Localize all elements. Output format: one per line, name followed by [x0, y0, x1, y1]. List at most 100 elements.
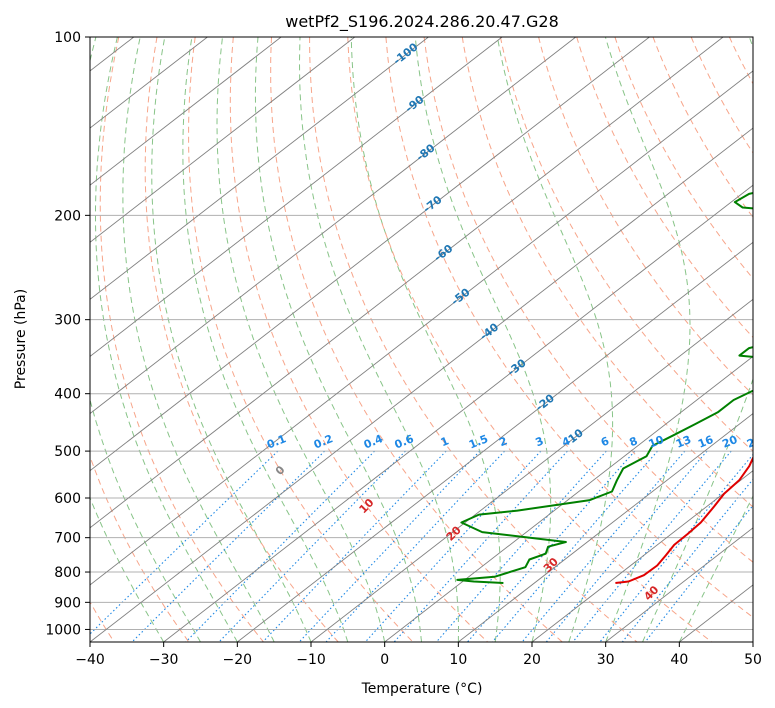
- mixing-ratio-line: [364, 450, 542, 642]
- isotherm-line: [310, 298, 753, 642]
- chart-title: wetPf2_S196.2024.286.20.47.G28: [285, 12, 559, 32]
- dry-adiabat-line: [728, 37, 753, 85]
- isotherm-line: [605, 527, 753, 642]
- mixing-ratio-label: 2: [497, 434, 509, 449]
- isotherm-line: [90, 37, 503, 358]
- mixing-ratio-label: 10: [647, 433, 666, 451]
- y-axis-label: Pressure (hPa): [13, 289, 29, 389]
- mixing-ratio-line: [185, 450, 375, 642]
- y-tick-label: 1000: [45, 622, 81, 638]
- x-tick-label: −30: [149, 652, 179, 668]
- y-tick-label: 100: [54, 30, 81, 46]
- mixing-ratio-label: 13: [674, 433, 693, 451]
- mixing-ratio-line: [90, 450, 279, 635]
- dry-adiabat-label: 10: [357, 496, 377, 516]
- dry-adiabat-line: [652, 37, 753, 219]
- dry-adiabat-line: [538, 37, 753, 396]
- isotherm-line: [163, 184, 753, 642]
- isotherm-line: [90, 37, 282, 186]
- x-tick-label: 30: [597, 652, 615, 668]
- isotherm-line: [752, 641, 753, 642]
- moist-adiabat-line: [496, 37, 614, 642]
- mixing-ratio-line: [491, 450, 658, 642]
- y-tick-label: 600: [54, 491, 81, 507]
- mixing-ratio-label: 20: [720, 433, 739, 451]
- dry-adiabat-line: [768, 37, 775, 642]
- isotherm-line: [90, 37, 650, 472]
- pressure-gridlines: [90, 37, 753, 630]
- mixing-ratio-label: 0.2: [312, 432, 335, 451]
- dry-adiabat-line: [144, 37, 339, 642]
- dry-adiabat-line: [99, 37, 264, 642]
- dry-adiabat-line: [229, 37, 488, 642]
- isotherm-line: [90, 37, 356, 243]
- moist-adiabat-line: [122, 37, 275, 642]
- isotherm-line: [90, 37, 429, 300]
- y-tick-label: 500: [54, 444, 81, 460]
- mixing-ratio-line: [545, 450, 708, 642]
- x-tick-label: 20: [523, 652, 541, 668]
- dry-adiabat-line: [690, 37, 753, 154]
- dry-adiabat-label: 20: [444, 523, 464, 543]
- dry-adiabat-line: [499, 37, 753, 452]
- moist-adiabat-line: [151, 37, 312, 642]
- mixing-ratio-label: 16: [696, 433, 715, 451]
- x-axis-ticks: −40 −30 −20 −10 0 10 20 30 40 50: [75, 642, 762, 668]
- isotherm-line: [679, 584, 753, 642]
- dry-adiabats: [90, 37, 775, 642]
- mixing-ratio-line: [325, 450, 506, 642]
- isotherm-line: [237, 241, 753, 642]
- isotherm-label: -60: [432, 242, 456, 265]
- isotherm-line: [90, 37, 724, 529]
- y-tick-label: 300: [54, 313, 81, 329]
- mixing-ratio-label: 0.1: [265, 432, 288, 451]
- mixing-ratio-lines: [90, 450, 753, 642]
- x-tick-label: −20: [223, 652, 253, 668]
- x-tick-label: 10: [449, 652, 467, 668]
- dry-adiabat-line: [90, 454, 190, 642]
- dry-adiabat-line: [270, 37, 563, 642]
- isotherms: [90, 37, 753, 642]
- isotherm-label: -90: [403, 93, 427, 116]
- y-tick-label: 200: [54, 208, 81, 224]
- y-tick-label: 900: [54, 595, 81, 611]
- moist-adiabat-line: [95, 37, 238, 642]
- dewpoint-profile-line: [456, 192, 753, 584]
- dry-adiabat-line: [347, 37, 713, 642]
- y-tick-label: 800: [54, 565, 81, 581]
- dry-adiabat-line: [188, 37, 414, 642]
- mixing-ratio-line: [435, 450, 607, 642]
- mixing-ratio-line: [131, 450, 325, 642]
- mixing-ratio-line: [298, 450, 481, 642]
- isotherm-label: -30: [505, 356, 529, 379]
- moist-adiabat-line: [298, 37, 459, 642]
- isotherm-line: [458, 413, 753, 642]
- moist-adiabat-line: [90, 496, 165, 642]
- x-axis-label: Temperature (°C): [361, 681, 483, 697]
- y-axis-ticks: 100 200 300 400 500 600 700 800 900 1000: [45, 30, 90, 638]
- mixing-ratio-label: 3: [534, 434, 546, 449]
- line-labels: -100-90-80-70-60-50-40-30-20-100.1 0.2 0.4…: [265, 40, 764, 603]
- isotherm-line: [90, 70, 753, 586]
- mixing-ratio-line: [393, 450, 568, 642]
- isotherm-line: [90, 127, 753, 642]
- moist-adiabat-line: [182, 37, 349, 642]
- moist-adiabat-line: [604, 37, 691, 642]
- x-tick-label: 50: [744, 652, 762, 668]
- mixing-ratio-line: [572, 450, 732, 642]
- mixing-ratio-line: [644, 504, 753, 642]
- temperature-profile-line: [615, 455, 753, 584]
- y-tick-label: 400: [54, 387, 81, 403]
- moist-adiabat-line: [90, 37, 201, 642]
- dry-adiabat-line: [461, 37, 753, 508]
- moist-adiabat-line: [678, 495, 753, 642]
- mixing-ratio-line: [621, 478, 753, 642]
- dry-adiabat-line: [309, 37, 638, 642]
- plot-frame: [89, 36, 754, 643]
- dry-adiabat-label: 40: [641, 583, 661, 603]
- isotherm-label: -50: [449, 285, 473, 308]
- isotherm-line: [90, 37, 577, 415]
- mixing-ratio-label: 25: [745, 433, 764, 451]
- mixing-ratio-label: 0.4: [362, 432, 385, 451]
- dry-adiabat-line: [385, 37, 753, 618]
